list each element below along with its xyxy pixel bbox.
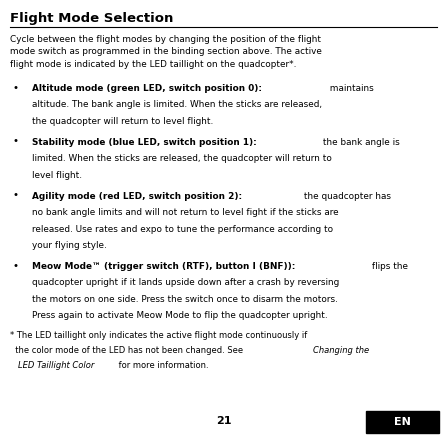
- Text: Changing the: Changing the: [312, 346, 369, 355]
- Text: the quadcopter has: the quadcopter has: [301, 191, 391, 201]
- Text: released. Use rates and expo to tune the performance according to: released. Use rates and expo to tune the…: [32, 225, 333, 234]
- Text: the quadcopter will return to level flight.: the quadcopter will return to level flig…: [32, 117, 213, 126]
- Text: Altitude mode (green LED, switch position 0):: Altitude mode (green LED, switch positio…: [32, 84, 261, 93]
- Text: Agility mode (red LED, switch position 2):: Agility mode (red LED, switch position 2…: [32, 191, 242, 201]
- Text: quadcopter upright if it lands upside down after a crash by reversing: quadcopter upright if it lands upside do…: [32, 278, 339, 288]
- Text: for more information.: for more information.: [116, 361, 209, 370]
- Text: altitude. The bank angle is limited. When the sticks are released,: altitude. The bank angle is limited. Whe…: [32, 101, 322, 109]
- Text: your flying style.: your flying style.: [32, 241, 106, 250]
- Text: limited. When the sticks are released, the quadcopter will return to: limited. When the sticks are released, t…: [32, 154, 332, 163]
- Text: •: •: [13, 136, 18, 146]
- FancyBboxPatch shape: [366, 411, 439, 434]
- Text: no bank angle limits and will not return to level fight if the sticks are: no bank angle limits and will not return…: [32, 208, 338, 217]
- Text: flips the: flips the: [369, 262, 408, 271]
- Text: level flight.: level flight.: [32, 171, 82, 180]
- Text: the motors on one side. Press the switch once to disarm the motors.: the motors on one side. Press the switch…: [32, 295, 337, 304]
- Text: Flight Mode Selection: Flight Mode Selection: [10, 12, 173, 25]
- Text: 21: 21: [216, 416, 231, 426]
- Text: LED Taillight Color: LED Taillight Color: [18, 361, 95, 370]
- Text: •: •: [13, 190, 18, 200]
- Text: EN: EN: [394, 417, 411, 427]
- Text: * The LED taillight only indicates the active flight mode continuously if: * The LED taillight only indicates the a…: [10, 331, 308, 340]
- Text: •: •: [13, 260, 18, 271]
- Text: Meow Mode™ (trigger switch (RTF), button I (BNF)):: Meow Mode™ (trigger switch (RTF), button…: [32, 262, 295, 271]
- Text: Cycle between the flight modes by changing the position of the flight
mode switc: Cycle between the flight modes by changi…: [10, 35, 322, 69]
- Text: the bank angle is: the bank angle is: [320, 138, 400, 147]
- Text: Press again to activate Meow Mode to flip the quadcopter upright.: Press again to activate Meow Mode to fli…: [32, 312, 327, 320]
- Text: the color mode of the LED has not been changed. See: the color mode of the LED has not been c…: [10, 346, 246, 355]
- Text: Stability mode (blue LED, switch position 1):: Stability mode (blue LED, switch positio…: [32, 138, 256, 147]
- Text: maintains: maintains: [326, 84, 373, 93]
- Text: •: •: [13, 83, 18, 93]
